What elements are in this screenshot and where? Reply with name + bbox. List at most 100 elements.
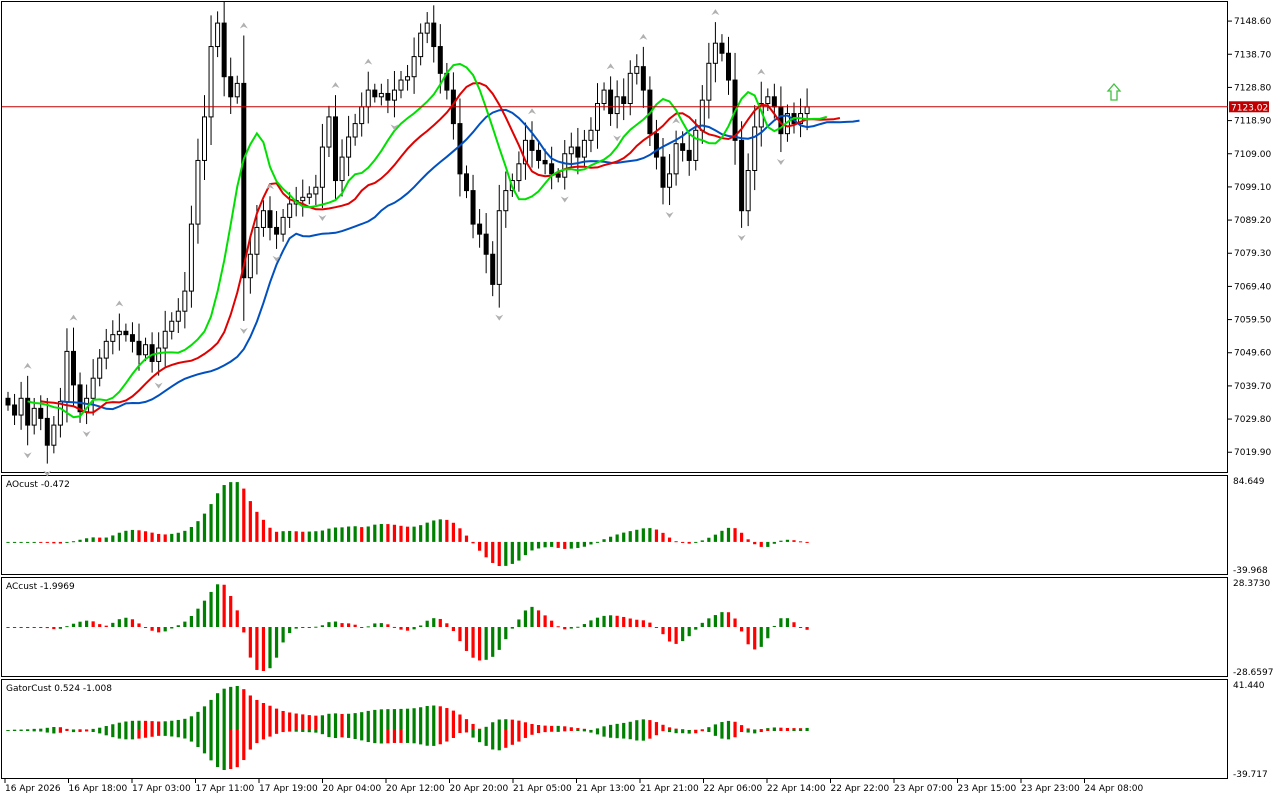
ac-bar (91, 621, 95, 627)
bull-candle (31, 407, 37, 426)
gator-upper-bar (733, 721, 737, 730)
ac-bar (785, 618, 790, 627)
bear-candle (431, 22, 437, 48)
ac-bar (274, 627, 279, 658)
gator-upper-bar (189, 716, 193, 730)
ao-bar (242, 488, 246, 542)
gator-upper-bar (419, 707, 423, 730)
ao-bar (189, 526, 193, 542)
gator-upper-bar (52, 726, 56, 730)
bear-candle (555, 173, 561, 178)
ao-bar (635, 529, 639, 542)
gator-upper-bar (576, 728, 580, 730)
price-tick-label: 7069.40 (1234, 282, 1271, 292)
gator-lower-bar (333, 730, 338, 739)
gator-lower-bar (19, 730, 23, 731)
gator-lower-bar (281, 730, 285, 733)
gator-upper-bar (360, 712, 364, 730)
bull-candle (64, 350, 70, 403)
ao-bar (497, 541, 501, 567)
ao-bar (255, 511, 259, 542)
gator-upper-bar (740, 725, 744, 730)
ao-bar (353, 526, 357, 542)
time-tick-label: 23 Apr 15:00 (958, 784, 1017, 794)
bull-candle (378, 92, 384, 98)
ac-bar (425, 620, 429, 627)
ao-bar (288, 530, 292, 542)
bear-candle (726, 52, 731, 81)
ao-bar (641, 528, 645, 542)
time-axis: 16 Apr 2026 16 Apr 18:00 17 Apr 03:00 17 Ap… (4, 779, 1144, 794)
gator-lower-bar (340, 730, 344, 738)
gator-lower-bar (209, 730, 213, 761)
gator-upper-bar (327, 713, 331, 730)
bear-candle (372, 89, 378, 98)
ao-bar (543, 541, 547, 548)
gator-max: 41.440 (1233, 681, 1265, 691)
gator-lower-bar (399, 730, 403, 743)
ac-bar (314, 626, 318, 628)
bull-candle (365, 89, 371, 108)
bear-candle (77, 384, 83, 413)
time-tick-label: 20 Apr 04:00 (323, 784, 382, 794)
gator-upper-bar (491, 722, 495, 730)
ac-bar (595, 617, 600, 627)
ao-bar (654, 529, 659, 542)
gator-lower-bar (805, 730, 809, 731)
bull-candle (595, 103, 600, 131)
ac-bar (235, 610, 239, 627)
gator-upper-bar (556, 725, 560, 730)
gator-upper-bar (720, 722, 724, 730)
ac-bar (12, 627, 17, 628)
gator-upper-bar (157, 721, 161, 730)
ac-bar (255, 627, 259, 670)
bear-candle (44, 417, 50, 446)
current-price-value: 7123.02 (1231, 103, 1268, 113)
gator-lower-bar (484, 730, 488, 746)
bull-candle (195, 159, 201, 225)
gator-upper-bar (615, 723, 619, 730)
gator-upper-bar (517, 720, 521, 730)
ao-bar (798, 541, 803, 543)
ao-bar (576, 541, 580, 548)
gator-upper-bar (202, 706, 207, 730)
bull-candle (693, 129, 699, 161)
gator-upper-bar (163, 721, 167, 730)
gator-lower-bar (137, 730, 141, 739)
ac-bar (45, 627, 49, 629)
gator-upper-bar (91, 728, 95, 730)
bear-candle (12, 404, 18, 416)
gator-upper-bar (785, 727, 790, 730)
ao-bar (196, 521, 200, 542)
bull-candle (97, 357, 103, 379)
gator-lower-bar (242, 730, 246, 761)
bull-candle (57, 401, 63, 426)
gator-lower-bar (379, 730, 383, 744)
gator-upper-bar (582, 728, 586, 730)
ac-bar (530, 606, 534, 627)
price-tick-label: 7099.10 (1234, 183, 1271, 193)
gator-lower-bar (478, 730, 482, 743)
bear-candle (25, 397, 31, 426)
ao-bar (517, 541, 521, 561)
ac-bar (150, 627, 154, 631)
gator-upper-bar (347, 713, 351, 730)
gator-upper-bar (654, 722, 659, 730)
time-tick-label: 24 Apr 08:00 (1085, 784, 1144, 794)
time-tick-label: 17 Apr 19:00 (259, 784, 318, 794)
gator-upper-bar (399, 708, 403, 730)
ao-bar (674, 541, 678, 543)
gator-lower-bar (216, 730, 220, 768)
ao-bar (39, 541, 43, 543)
ac-bar (71, 623, 76, 627)
gator-lower-bar (170, 730, 174, 737)
bull-candle (568, 146, 574, 155)
ao-bar (52, 541, 56, 544)
ac-bar (307, 627, 311, 628)
ac-bar (753, 627, 757, 650)
ac-bar (209, 591, 213, 627)
gator-upper-bar (510, 719, 514, 730)
gator-lower-bar (58, 730, 62, 733)
gator-label: GatorCust 0.524 -1.008 (6, 684, 112, 694)
